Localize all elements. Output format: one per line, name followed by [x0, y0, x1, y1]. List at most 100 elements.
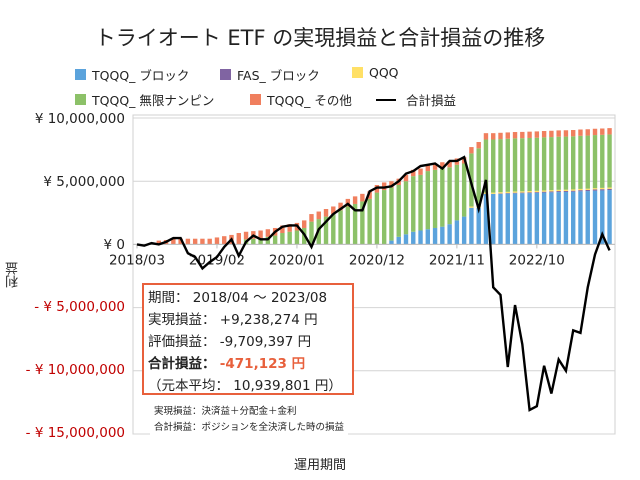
- principal-text: （元本平均： 10,939,801 円）: [148, 378, 342, 394]
- legend-line: [376, 98, 396, 101]
- bar-segment: [541, 131, 547, 138]
- bar-segment: [243, 231, 249, 240]
- bar-segment: [469, 147, 474, 154]
- bar-segment: [403, 174, 409, 182]
- bar-segment: [411, 169, 416, 177]
- bar-segment: [498, 193, 503, 245]
- y-tick-label: - ¥ 15,000,000: [25, 425, 125, 441]
- bar-segment: [178, 238, 183, 245]
- total-value: -471,123 円: [219, 356, 306, 372]
- bar-segment: [491, 192, 496, 194]
- note-total: 合計損益：ポジションを全決済した時の損益: [154, 422, 345, 433]
- bar-segment: [331, 206, 336, 215]
- bar-segment: [563, 136, 569, 190]
- bar-segment: [520, 138, 525, 192]
- bar-segment: [258, 230, 263, 239]
- bar-segment: [585, 129, 590, 136]
- bar-segment: [483, 139, 489, 193]
- y-tick-label: - ¥ 5,000,000: [34, 299, 125, 315]
- bar-segment: [600, 187, 605, 190]
- total-profit-line: [136, 155, 611, 412]
- bar-segment: [287, 224, 292, 232]
- bar-segment: [607, 190, 612, 245]
- bar-segment: [432, 163, 438, 170]
- bar-segment: [549, 137, 554, 191]
- bar-segment: [411, 176, 416, 232]
- legend-item-tqqq-block: TQQQ_ ブロック: [75, 65, 189, 84]
- bar-segment: [200, 238, 205, 245]
- bar-segment: [323, 209, 329, 217]
- bar-segment: [505, 193, 510, 194]
- bar-segment: [425, 164, 430, 172]
- bar-segment: [396, 184, 401, 237]
- bar-segment: [294, 230, 300, 245]
- bar-segment: [592, 135, 598, 189]
- bar-segment: [360, 201, 365, 245]
- legend-swatch: [75, 69, 86, 80]
- bar-segment: [541, 191, 547, 193]
- unrealized-text: 評価損益： -9,709,397 円: [148, 334, 312, 350]
- legend-swatch: [250, 94, 261, 105]
- bar-segment: [432, 169, 438, 228]
- bar-segment: [440, 162, 445, 169]
- bar-segment: [411, 231, 416, 245]
- bar-segment: [549, 190, 554, 192]
- bar-segment: [556, 192, 561, 245]
- bar-segment: [585, 188, 590, 190]
- legend-label: QQQ: [369, 65, 399, 80]
- bar-segment: [389, 240, 394, 245]
- bar-segment: [352, 196, 358, 204]
- bar-segment: [483, 133, 489, 140]
- bar-segment: [578, 188, 583, 191]
- bar-segment: [563, 190, 569, 192]
- bar-segment: [592, 128, 598, 136]
- x-tick-label: 2019/02: [189, 252, 245, 268]
- total-label: 合計損益：: [148, 356, 216, 372]
- bar-segment: [498, 139, 503, 193]
- legend-swatch: [220, 69, 231, 80]
- bar-segment: [447, 167, 452, 225]
- bar-segment: [389, 187, 394, 241]
- bar-segment: [585, 191, 590, 245]
- bar-segment: [578, 190, 583, 192]
- bar-segment: [520, 191, 525, 193]
- bar-segment: [592, 190, 598, 245]
- bar-segment: [461, 216, 467, 245]
- bar-segment: [520, 131, 525, 139]
- x-tick-label: 2021/11: [429, 252, 485, 268]
- bar-segment: [505, 138, 510, 192]
- bar-segment: [512, 192, 518, 194]
- bar-segment: [323, 216, 329, 245]
- bar-segment: [258, 238, 263, 245]
- chart-title: トライオート ETF の実現損益と合計損益の推移: [94, 26, 546, 50]
- bar-segment: [578, 135, 583, 189]
- bar-segment: [432, 227, 438, 245]
- bar-segment: [505, 132, 510, 139]
- bar-segment: [425, 171, 430, 230]
- bar-segment: [236, 233, 241, 245]
- bar-segment: [571, 191, 576, 245]
- bar-segment: [556, 130, 561, 137]
- bar-segment: [280, 225, 285, 234]
- bar-segment: [527, 137, 532, 192]
- bar-segment: [585, 135, 590, 189]
- bar-segment: [454, 220, 460, 245]
- bar-segment: [418, 168, 423, 175]
- bar-segment: [512, 132, 518, 139]
- bar-segment: [251, 238, 256, 245]
- y-tick-label: ¥ 5,000,000: [43, 174, 125, 190]
- y-tick-label: ¥ 10,000,000: [34, 111, 125, 127]
- bar-segment: [498, 192, 503, 194]
- bar-segment: [491, 193, 496, 245]
- legend-label: 合計損益: [406, 93, 457, 108]
- bar-segment: [534, 192, 540, 193]
- bar-segment: [534, 190, 540, 193]
- bar-segment: [534, 192, 540, 245]
- bar-segment: [563, 189, 569, 191]
- bar-segment: [607, 134, 612, 188]
- legend-item-tqqq-other: TQQQ_ その他: [250, 90, 352, 109]
- bar-segment: [527, 192, 532, 194]
- bar-segment: [476, 142, 481, 149]
- legend-label: TQQQ_ 無限ナンピン: [92, 93, 215, 108]
- bar-segment: [476, 207, 481, 245]
